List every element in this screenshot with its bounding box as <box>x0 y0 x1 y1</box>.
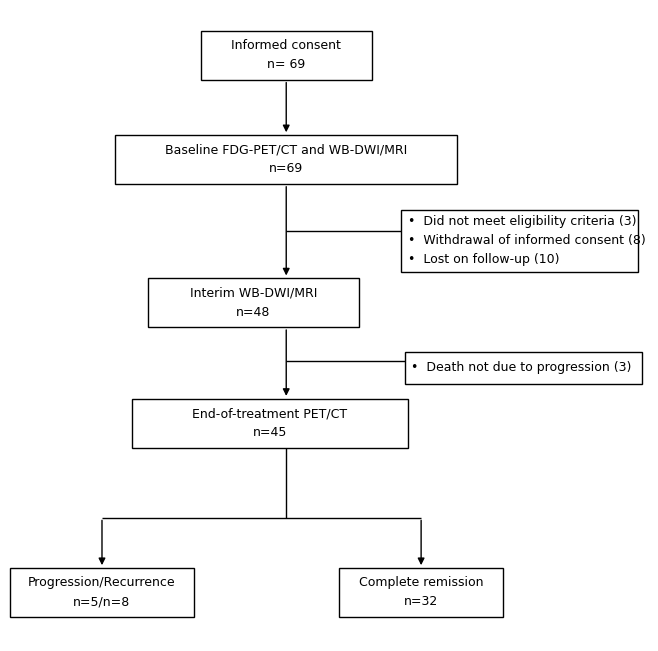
Text: •  Death not due to progression (3): • Death not due to progression (3) <box>411 361 632 374</box>
FancyBboxPatch shape <box>132 398 408 448</box>
Text: •  Did not meet eligibility criteria (3)
•  Withdrawal of informed consent (8)
•: • Did not meet eligibility criteria (3) … <box>408 215 645 266</box>
Text: End-of-treatment PET/CT
n=45: End-of-treatment PET/CT n=45 <box>192 407 347 439</box>
FancyBboxPatch shape <box>201 31 372 79</box>
FancyBboxPatch shape <box>339 568 503 617</box>
FancyBboxPatch shape <box>401 210 638 272</box>
Text: Progression/Recurrence
n=5/n=8: Progression/Recurrence n=5/n=8 <box>28 576 176 609</box>
Text: Interim WB-DWI/MRI
n=48: Interim WB-DWI/MRI n=48 <box>190 286 317 319</box>
Text: Informed consent
n= 69: Informed consent n= 69 <box>232 39 341 72</box>
Text: Baseline FDG-PET/CT and WB-DWI/MRI
n=69: Baseline FDG-PET/CT and WB-DWI/MRI n=69 <box>165 143 407 176</box>
FancyBboxPatch shape <box>405 352 642 384</box>
Text: Complete remission
n=32: Complete remission n=32 <box>359 576 484 609</box>
FancyBboxPatch shape <box>115 135 457 184</box>
FancyBboxPatch shape <box>148 279 359 327</box>
FancyBboxPatch shape <box>10 568 194 617</box>
